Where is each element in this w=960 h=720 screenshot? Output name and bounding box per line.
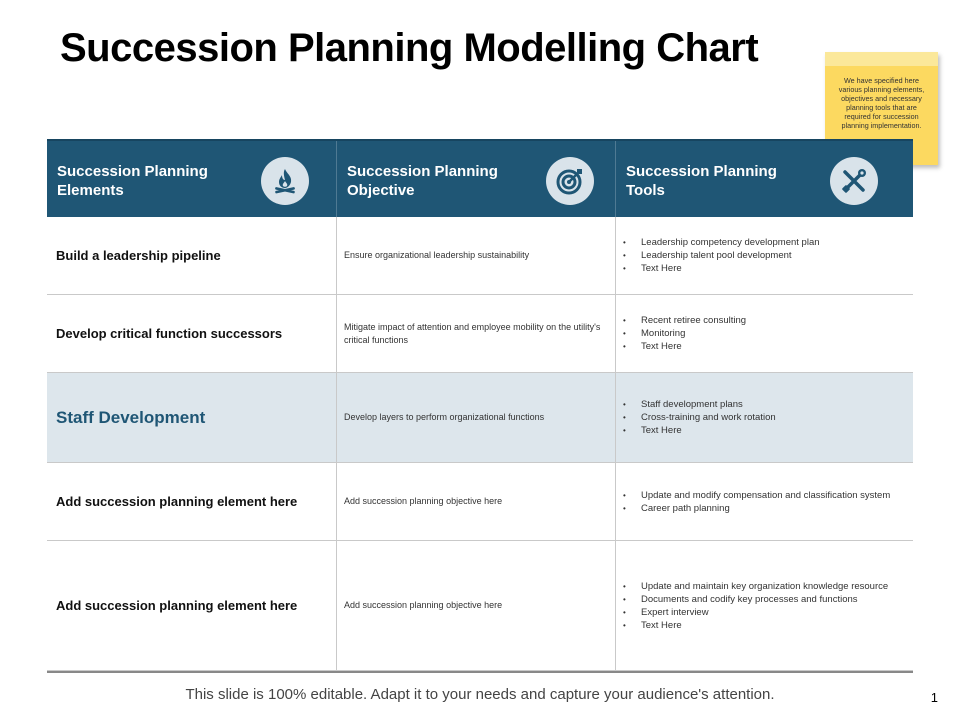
page-number: 1 bbox=[930, 690, 938, 705]
objective-cell: Ensure organizational leadership sustain… bbox=[336, 217, 615, 294]
list-item: Leadership talent pool development bbox=[623, 249, 830, 262]
tools-list: Update and modify compensation and class… bbox=[623, 489, 900, 515]
tools-list: Leadership competency development plan L… bbox=[623, 236, 830, 275]
table-row: Add succession planning element here Add… bbox=[47, 541, 913, 671]
list-item: Leadership competency development plan bbox=[623, 236, 830, 249]
header-tools: Succession Planning Tools bbox=[615, 141, 913, 217]
list-item: Text Here bbox=[623, 262, 830, 275]
list-item: Staff development plans bbox=[623, 398, 786, 411]
tools-list: Update and maintain key organization kno… bbox=[623, 580, 898, 632]
list-item: Career path planning bbox=[623, 502, 900, 515]
list-item: Cross-training and work rotation bbox=[623, 411, 786, 424]
table-row: Develop critical function successors Mit… bbox=[47, 295, 913, 373]
list-item: Text Here bbox=[623, 340, 756, 353]
succession-table: Succession Planning Elements Succession … bbox=[47, 139, 913, 673]
header-elements-label: Succession Planning Elements bbox=[57, 163, 208, 199]
objective-cell: Develop layers to perform organizational… bbox=[336, 373, 615, 462]
list-item: Monitoring bbox=[623, 327, 756, 340]
element-cell: Build a leadership pipeline bbox=[56, 248, 221, 263]
slide-title: Succession Planning Modelling Chart bbox=[60, 26, 759, 70]
header-tools-label: Succession Planning Tools bbox=[626, 163, 777, 199]
table-row: Add succession planning element here Add… bbox=[47, 463, 913, 541]
list-item: Expert interview bbox=[623, 606, 898, 619]
element-cell: Develop critical function successors bbox=[56, 326, 283, 341]
list-item: Recent retiree consulting bbox=[623, 314, 756, 327]
objective-cell: Mitigate impact of attention and employe… bbox=[336, 295, 615, 372]
table-row-highlighted: Staff Development Develop layers to perf… bbox=[47, 373, 913, 463]
tools-cell: Leadership competency development plan L… bbox=[615, 217, 913, 294]
fire-icon bbox=[261, 157, 309, 205]
table-bottom-rule bbox=[47, 671, 913, 673]
tools-icon bbox=[830, 157, 878, 205]
table-header: Succession Planning Elements Succession … bbox=[47, 139, 913, 217]
list-item: Text Here bbox=[623, 424, 786, 437]
header-objective-label: Succession Planning Objective bbox=[347, 163, 498, 199]
header-elements: Succession Planning Elements bbox=[47, 141, 336, 217]
table-row: Build a leadership pipeline Ensure organ… bbox=[47, 217, 913, 295]
element-cell: Staff Development bbox=[56, 407, 206, 427]
element-cell: Add succession planning element here bbox=[56, 494, 298, 509]
objective-cell: Add succession planning objective here bbox=[336, 463, 615, 540]
tools-cell: Update and modify compensation and class… bbox=[615, 463, 913, 540]
target-icon bbox=[546, 157, 594, 205]
list-item: Documents and codify key processes and f… bbox=[623, 593, 898, 606]
list-item: Update and maintain key organization kno… bbox=[623, 580, 898, 593]
tools-cell: Update and maintain key organization kno… bbox=[615, 541, 913, 670]
footer-note: This slide is 100% editable. Adapt it to… bbox=[185, 686, 775, 703]
tools-list: Staff development plans Cross-training a… bbox=[623, 398, 786, 437]
tools-list: Recent retiree consulting Monitoring Tex… bbox=[623, 314, 756, 353]
tools-cell: Recent retiree consulting Monitoring Tex… bbox=[615, 295, 913, 372]
tools-cell: Staff development plans Cross-training a… bbox=[615, 373, 913, 462]
list-item: Update and modify compensation and class… bbox=[623, 489, 900, 502]
list-item: Text Here bbox=[623, 619, 898, 632]
header-objective: Succession Planning Objective bbox=[336, 141, 615, 217]
objective-cell: Add succession planning objective here bbox=[336, 541, 615, 670]
element-cell: Add succession planning element here bbox=[56, 598, 298, 613]
